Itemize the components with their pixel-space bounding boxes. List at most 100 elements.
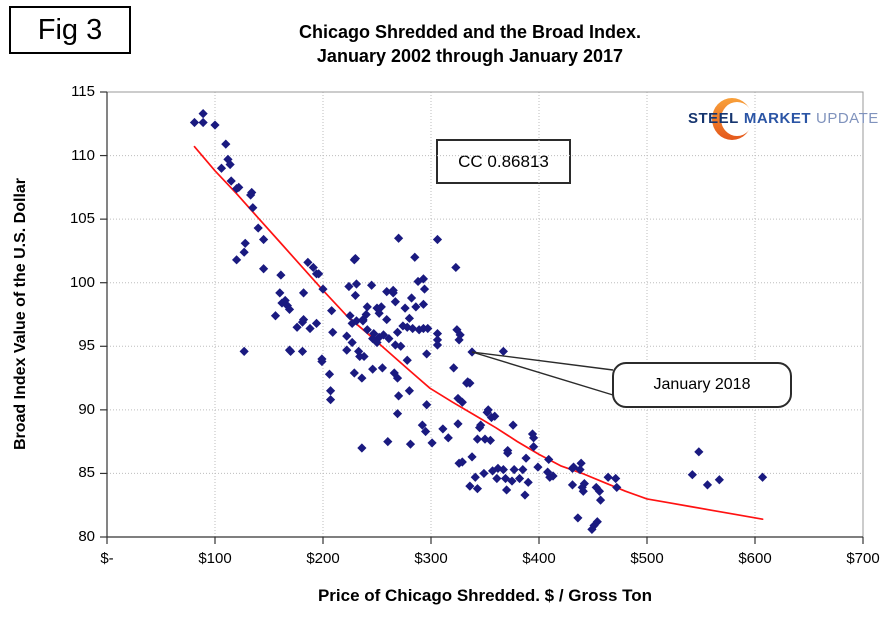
scatter-point [234, 182, 244, 192]
scatter-point [573, 513, 583, 523]
scatter-point [305, 323, 315, 334]
x-tick-label: $700 [846, 550, 880, 567]
scatter-point [467, 452, 477, 462]
scatter-point [455, 330, 465, 340]
scatter-point [388, 288, 398, 298]
scatter-point [221, 139, 231, 149]
scatter-point [210, 120, 220, 130]
scatter-point [259, 234, 269, 245]
scatter-point [406, 293, 417, 303]
scatter-point [297, 346, 308, 356]
scatter-point [595, 495, 606, 505]
logo-text: STEEL MARKET UPDATE [688, 110, 878, 127]
scatter-point [485, 435, 495, 445]
scatter-point [514, 473, 525, 484]
scatter-point [308, 262, 318, 273]
chart-title: Chicago Shredded and the Broad Index. Ja… [205, 20, 735, 68]
scatter-point [396, 341, 406, 351]
scatter-point [418, 274, 429, 284]
scatter-point [591, 482, 601, 493]
y-tick-label: 100 [69, 273, 95, 291]
scatter-point [358, 314, 368, 325]
y-tick-label: 80 [78, 528, 95, 545]
chart-title-line1: Chicago Shredded and the Broad Index. [298, 22, 642, 42]
scatter-point [325, 395, 336, 405]
scatter-point [611, 473, 621, 484]
smu-logo: STEEL MARKET UPDATE [688, 98, 878, 140]
x-tick-label: $500 [630, 550, 664, 567]
scatter-point [318, 284, 328, 294]
y-tick-label: 110 [71, 146, 95, 164]
scatter-point [344, 281, 354, 292]
scatter-point [392, 373, 403, 383]
scatter-point [350, 290, 360, 301]
scatter-point [345, 311, 355, 321]
scatter-point [259, 264, 269, 274]
scatter-point [270, 311, 281, 321]
scatter-point [702, 480, 713, 490]
scatter-point [579, 479, 589, 489]
scatter-point [454, 335, 464, 345]
x-tick-label: $200 [306, 550, 340, 567]
scatter-point [529, 442, 539, 452]
scatter-point [369, 328, 379, 339]
scatter-point [378, 330, 389, 340]
scatter-point [687, 470, 697, 480]
scatter-point [367, 280, 377, 290]
logo-word-market: MARKET [743, 110, 812, 127]
scatter-point [472, 484, 483, 494]
scatter-point [246, 190, 256, 200]
scatter-point [490, 411, 500, 421]
scatter-point [405, 439, 416, 449]
x-tick-label: $100 [198, 550, 232, 567]
scatter-point [465, 378, 475, 388]
fig-label: Fig 3 [37, 13, 103, 46]
scatter-point [239, 247, 249, 257]
scatter-point [503, 448, 513, 458]
scatter-point [311, 318, 322, 328]
scatter-point [422, 400, 432, 410]
scatter-point [374, 332, 384, 342]
scatter-point [470, 472, 480, 482]
scatter-point [357, 443, 367, 453]
scatter-point [392, 327, 403, 337]
scatter-point [493, 463, 503, 473]
y-tick-label: 85 [78, 464, 95, 482]
scatter-point [362, 302, 372, 312]
scatter-point [421, 426, 431, 437]
scatter-point [432, 234, 443, 245]
scatter-point [612, 482, 622, 493]
scatter-point [376, 302, 386, 312]
scatter-point [533, 462, 543, 472]
scatter-point [479, 468, 489, 479]
scatter-point [449, 363, 459, 373]
y-tick-label: 115 [71, 83, 95, 100]
scatter-point [502, 485, 512, 495]
scatter-point [575, 465, 585, 475]
scatter-point [342, 331, 352, 341]
callout-leader-line [471, 351, 614, 396]
scatter-point [465, 481, 475, 491]
scatter-point [483, 405, 493, 415]
scatter-point [457, 397, 467, 407]
scatter-point [284, 345, 295, 355]
scatter-point [240, 238, 250, 248]
callout-january-2018: January 2018 [612, 362, 792, 408]
scatter-point [507, 476, 517, 486]
scatter-point [694, 447, 704, 457]
scatter-point [317, 354, 327, 364]
scatter-point [410, 252, 420, 262]
scatter-point [311, 269, 322, 279]
scatter-point [189, 117, 200, 128]
y-tick-label: 90 [78, 400, 95, 418]
scatter-point [275, 288, 285, 298]
scatter-point [384, 334, 394, 344]
scatter-point [198, 117, 208, 128]
scatter-point [216, 163, 227, 173]
scatter-point [498, 346, 508, 356]
scatter-point [576, 458, 586, 468]
scatter-point [298, 288, 309, 298]
trendline [193, 145, 764, 521]
scatter-point [351, 279, 362, 289]
